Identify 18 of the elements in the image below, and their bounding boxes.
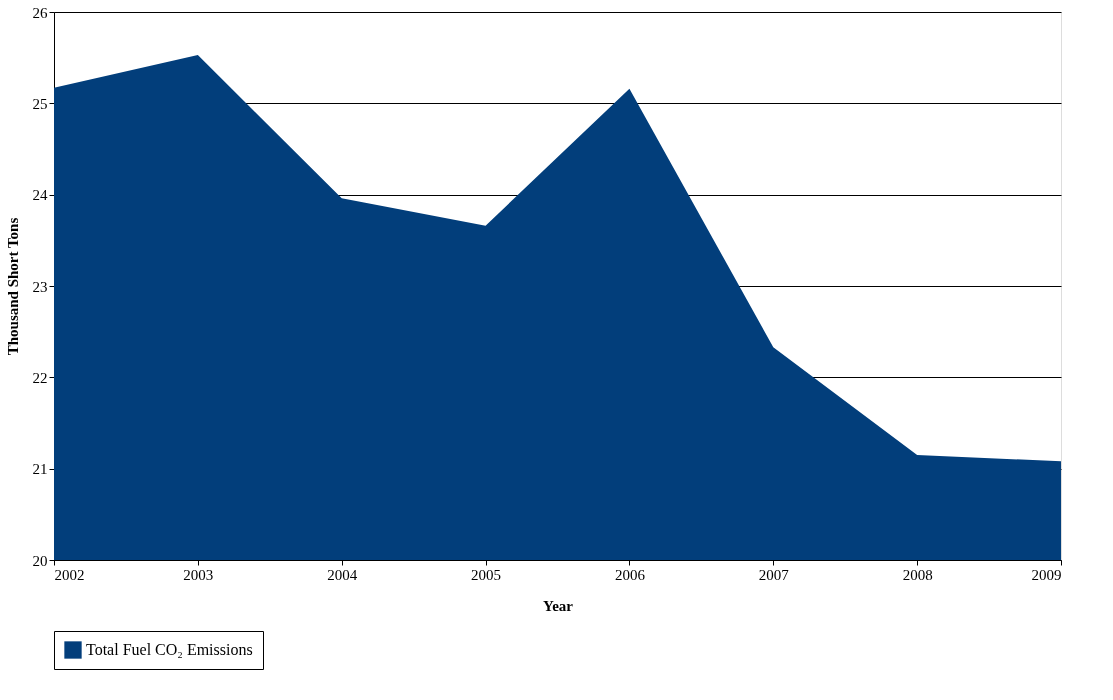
x-tick-label: 2006 [614,566,646,583]
x-tick-label: 2003 [183,566,214,583]
y-tick-label: 20 [32,552,48,569]
y-tick-label: 26 [32,4,48,21]
x-tick-label: 2005 [471,566,502,583]
x-tick-label: 2004 [327,566,358,583]
y-tick-label: 21 [32,461,48,478]
x-axis-title: Year [543,597,574,614]
x-tick-label: 2008 [902,566,933,583]
x-tick-label: 2009 [1031,566,1062,583]
x-tick-label: 2002 [54,566,85,583]
x-tick-label: 2007 [758,566,790,583]
y-tick-label: 23 [32,278,48,295]
legend-label: Total Fuel CO₂ Emissions [86,641,253,658]
y-tick-label: 25 [32,95,48,112]
y-tick-label: 22 [32,369,48,386]
y-axis-title: Thousand Short Tons [4,217,21,356]
y-tick-label: 24 [32,187,48,204]
